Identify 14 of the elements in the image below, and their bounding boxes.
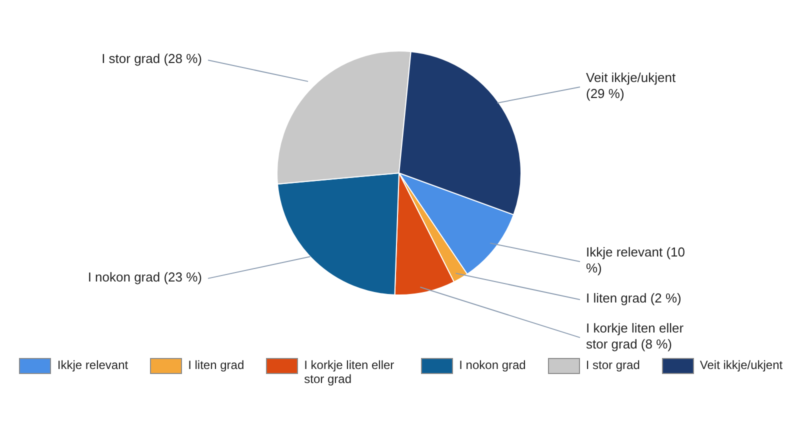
legend-label: Veit ikkje/ukjent <box>700 358 783 372</box>
legend-label: I stor grad <box>586 358 640 372</box>
legend-label: Ikkje relevant <box>57 358 128 372</box>
legend-label: I korkje liten eller stor grad <box>304 358 396 386</box>
legend-label: I liten grad <box>188 358 244 372</box>
category-label: I korkje liten eller stor grad (8 %) <box>586 321 684 352</box>
category-label: I stor grad (28 %) <box>102 52 202 67</box>
slice-label: Veit ikkje/ukjent <box>586 70 676 86</box>
legend-label: I nokon grad <box>459 358 526 372</box>
category-label: Ikkje relevant (10 <box>586 245 685 260</box>
category-label: I nokon grad (23 %) <box>88 270 202 285</box>
category-label: I liten grad (2 %) <box>586 291 682 306</box>
text: %) <box>586 261 602 276</box>
data-label: (29 %) <box>586 86 624 102</box>
